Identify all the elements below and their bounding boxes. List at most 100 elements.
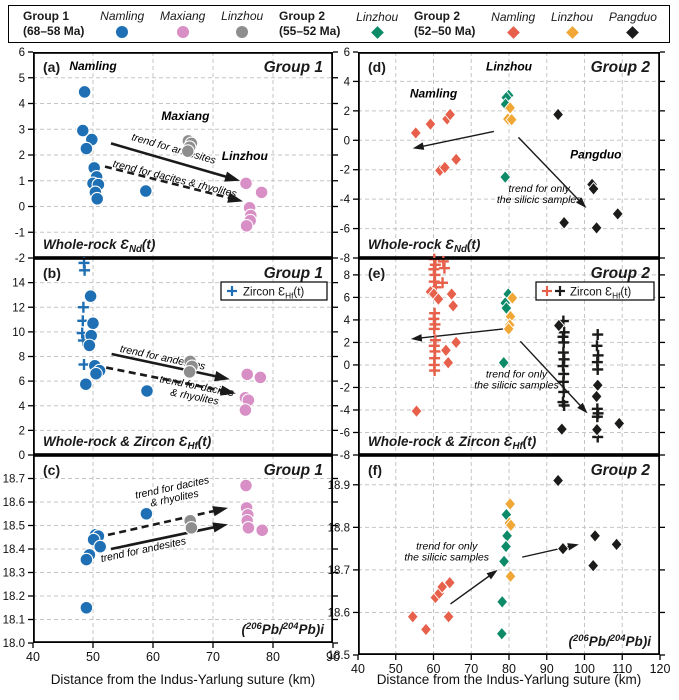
legend-group2a-line2: (55–52 Ma) xyxy=(278,24,341,38)
panel-letter: (d) xyxy=(368,59,386,75)
x-tick-label: 90 xyxy=(326,650,340,664)
legend-item-namling-g1: Namling xyxy=(100,9,145,38)
legend-item-label: Namling xyxy=(100,9,145,24)
data-point-circle-blue xyxy=(90,191,105,206)
trend-arrow xyxy=(105,366,228,393)
trend-arrow xyxy=(450,573,493,605)
data-point-circle-blue xyxy=(77,85,92,99)
data-point-diamond-red xyxy=(409,125,422,140)
y-tick-label: 18.3 xyxy=(3,568,25,580)
data-point-diamond-yellow xyxy=(504,100,517,115)
data-point-diamond-black xyxy=(611,206,624,221)
group-label: Group 2 xyxy=(591,265,651,282)
trend-arrow xyxy=(110,142,232,180)
legend-item-label: Linzhou xyxy=(356,10,399,25)
trend-arrow xyxy=(519,340,584,409)
data-point-circle-pink xyxy=(239,218,254,233)
group-label: Group 1 xyxy=(264,462,323,479)
data-point-diamond-black xyxy=(589,528,602,543)
y-tick-label: 18.6 xyxy=(3,497,25,509)
panel-d: -8 -6 -4 -2 0 2 4 6 Namling Linzhou Pangduo trend f… xyxy=(340,47,665,265)
data-point-circle-blue xyxy=(83,289,98,304)
cross-marker xyxy=(558,336,570,348)
plot-d: -8 -6 -4 -2 0 2 4 6 Namling Linzhou Pangduo trend f… xyxy=(340,47,665,265)
data-point-circle-blue xyxy=(82,338,97,353)
y-tick-label: 14 xyxy=(12,278,25,290)
y-tick-label: 3 xyxy=(19,124,25,136)
y-tick-label: 2 xyxy=(344,106,350,118)
x-tick-label: 60 xyxy=(146,650,160,664)
legend-group2b-title: Group 2 (52–50 Ma) xyxy=(414,9,475,39)
data-point-circle-pink xyxy=(238,403,253,417)
data-point-diamond-green xyxy=(496,594,509,609)
y-tick-label: 18.4 xyxy=(3,544,26,556)
cross-marker xyxy=(591,411,603,423)
x-tick-label: 100 xyxy=(574,662,595,676)
data-point-diamond-black xyxy=(590,389,603,404)
data-point-diamond-black xyxy=(558,215,571,230)
data-point-diamond-black xyxy=(590,422,603,437)
data-point-circle-pink xyxy=(255,523,270,538)
arrow-head xyxy=(486,569,498,580)
x-tick-label: 80 xyxy=(502,662,516,676)
annotation: Maxiang xyxy=(161,109,210,123)
x-tick-label: 50 xyxy=(86,650,100,664)
data-point-diamond-black xyxy=(591,378,604,393)
data-point-diamond-black xyxy=(552,107,565,122)
y-tick-label: 2 xyxy=(19,425,25,437)
panel-border xyxy=(32,257,334,455)
data-point-diamond-red xyxy=(439,343,452,358)
annotation: trend for only the silicic samples xyxy=(404,541,489,564)
linzhou-yellow-diamond-marker xyxy=(565,25,579,39)
data-point-diamond-yellow xyxy=(506,290,519,305)
y-tick-label: 18.6 xyxy=(328,607,350,619)
data-point-diamond-red xyxy=(419,622,432,637)
data-point-diamond-yellow xyxy=(504,496,517,511)
data-point-diamond-red xyxy=(444,107,457,122)
data-point-diamond-green xyxy=(495,626,508,641)
cross-marker xyxy=(428,323,440,335)
trend-arrow xyxy=(419,130,495,148)
data-point-diamond-black xyxy=(555,422,568,437)
arrow-head xyxy=(224,171,240,182)
legend-group2a-line1: Group 2 xyxy=(278,9,325,23)
data-point-diamond-red xyxy=(424,117,437,132)
group-label: Group 1 xyxy=(264,59,323,76)
data-point-circle-blue xyxy=(89,366,103,381)
arrow-head xyxy=(412,142,425,150)
trend-arrow xyxy=(107,508,220,537)
cross-marker xyxy=(542,286,552,296)
cross-marker xyxy=(227,286,237,296)
trend-arrow xyxy=(111,352,222,379)
data-point-diamond-red xyxy=(442,355,455,370)
legend-group2a-title: Group 2 (55–52 Ma) xyxy=(279,9,340,39)
panel-letter: (c) xyxy=(43,462,60,478)
data-point-diamond-green xyxy=(497,355,510,370)
panel-border xyxy=(32,454,334,643)
data-point-diamond-black xyxy=(587,181,600,196)
panel-f: 18.5 18.6 18.7 18.8 18.9 40 50 60 70 80 90 100 110 12… xyxy=(328,454,670,676)
cross-marker xyxy=(591,340,603,352)
panel-border xyxy=(357,257,661,455)
cross-marker xyxy=(79,264,91,276)
annotation: Pangduo xyxy=(570,148,621,162)
x-tick-label: 60 xyxy=(427,662,441,676)
panel-e: -8 -6 -4 -2 0 2 4 6 8 trend for only the silicic s… xyxy=(340,253,665,462)
data-point-diamond-red xyxy=(447,298,460,313)
maxiang-circle-marker xyxy=(176,25,189,38)
arrow-head xyxy=(576,197,587,208)
panel-axis-label: (206Pb/204Pb)i xyxy=(241,621,324,637)
data-point-diamond-green xyxy=(498,554,511,569)
y-tick-label: -2 xyxy=(15,253,25,265)
cross-marker xyxy=(592,363,604,375)
arrow-head xyxy=(212,506,228,517)
data-point-diamond-black xyxy=(552,318,565,333)
zircon-legend-box xyxy=(535,281,655,301)
panel-axis-label: (206Pb/204Pb)i xyxy=(568,633,651,649)
cross-marker xyxy=(438,262,450,274)
data-point-circle-blue xyxy=(86,316,100,331)
arrow-head xyxy=(214,371,230,382)
y-tick-label: 18.5 xyxy=(328,650,350,662)
group-label: Group 2 xyxy=(591,462,651,479)
